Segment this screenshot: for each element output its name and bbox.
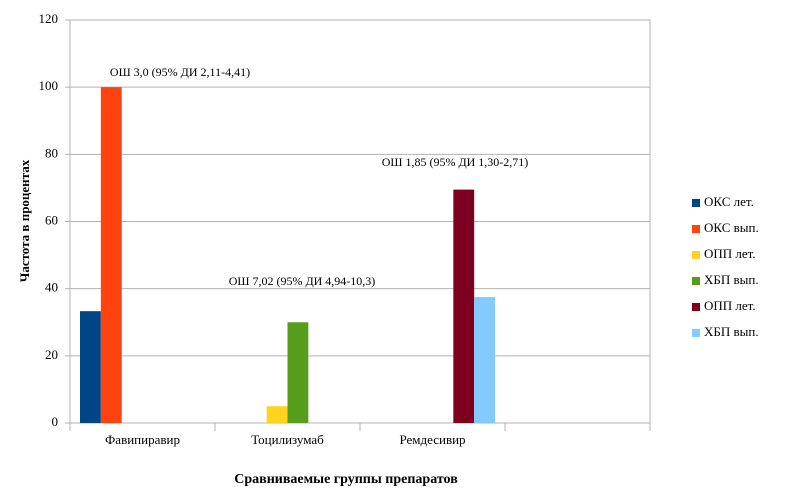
legend-label: ХБП вып. (704, 272, 759, 287)
bar (474, 297, 495, 423)
legend-swatch (692, 303, 700, 311)
x-tick-label: Фавипиравир (105, 432, 180, 447)
legend-swatch (692, 277, 700, 285)
legend-swatch (692, 251, 700, 259)
annotation: ОШ 7,02 (95% ДИ 4,94-10,3) (229, 274, 376, 288)
y-tick-label: 60 (45, 212, 58, 227)
legend-label: ОПП лет. (704, 246, 756, 261)
annotation: ОШ 1,85 (95% ДИ 1,30-2,71) (382, 155, 529, 169)
bar (100, 87, 122, 424)
legend-label: ОКС лет. (704, 194, 754, 209)
y-tick-label: 100 (39, 78, 59, 93)
x-axis-label: Сравниваемые группы препаратов (234, 472, 458, 487)
y-axis-label: Частота в процентах (17, 159, 32, 282)
y-tick-label: 0 (52, 414, 59, 429)
y-tick-label: 40 (45, 280, 58, 295)
legend-swatch (692, 329, 700, 337)
bar (266, 406, 288, 423)
legend-label: ОКС вып. (704, 220, 759, 235)
legend-label: ОПП лет. (704, 298, 756, 313)
bar (80, 311, 101, 423)
y-tick-label: 120 (39, 11, 59, 26)
y-tick-label: 20 (45, 347, 58, 362)
bar (453, 189, 475, 423)
x-tick-label: Ремдесивир (399, 432, 465, 447)
annotation: ОШ 3,0 (95% ДИ 2,11-4,41) (110, 65, 250, 79)
legend-swatch (692, 225, 700, 233)
y-tick-label: 80 (45, 145, 58, 160)
legend-label: ХБП вып. (704, 324, 759, 339)
legend-swatch (692, 199, 700, 207)
bar (287, 322, 309, 423)
x-tick-label: Тоцилизумаб (251, 432, 324, 447)
